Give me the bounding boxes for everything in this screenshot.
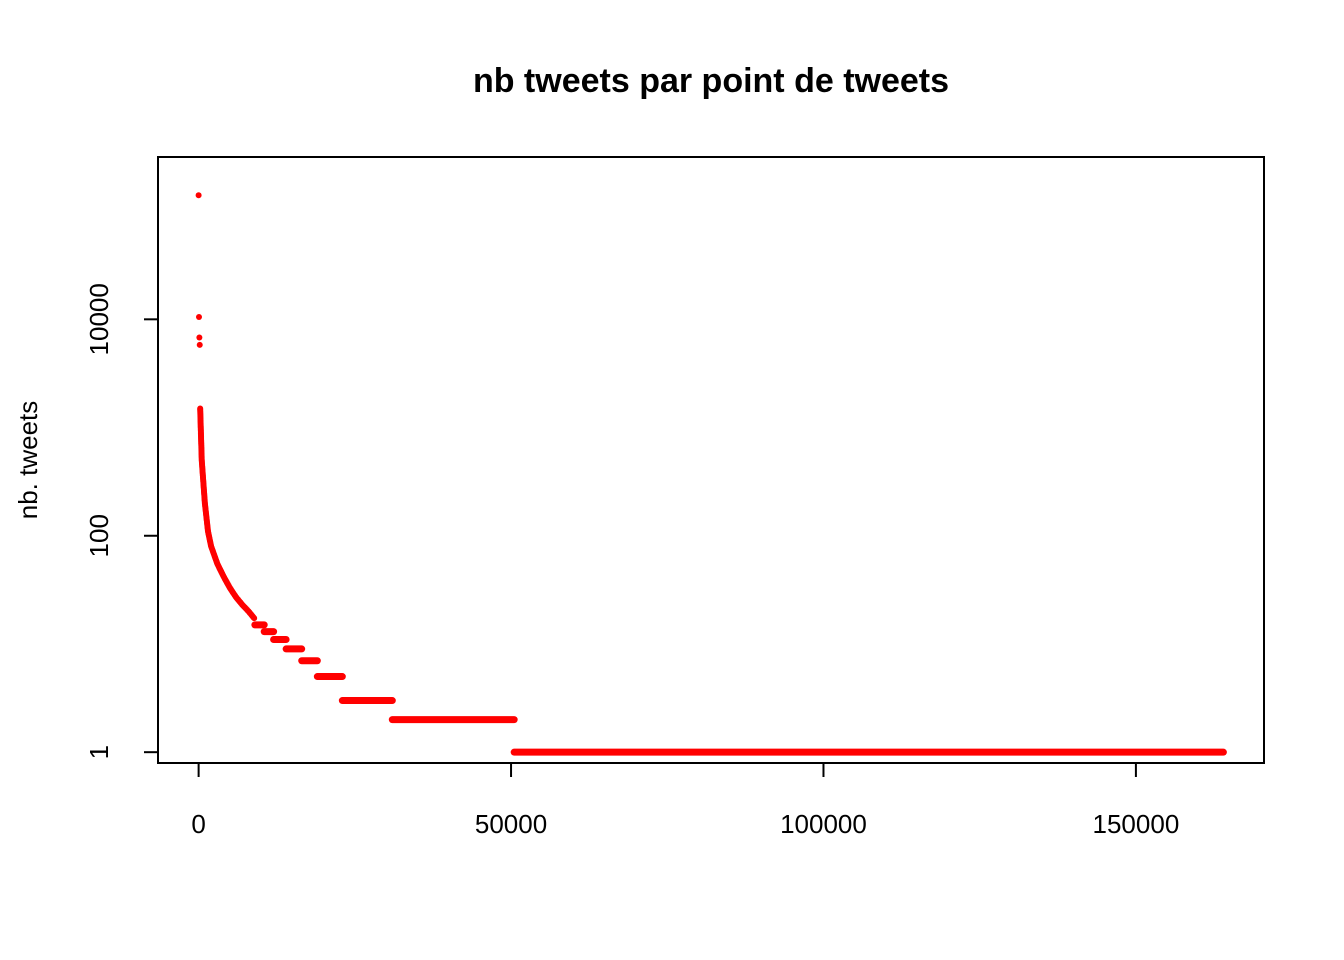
- y-axis: 1 100 10000: [84, 283, 159, 759]
- y-tick-label: 100: [84, 514, 114, 557]
- x-tick-label: 150000: [1093, 809, 1180, 839]
- x-tick-label: 100000: [780, 809, 867, 839]
- y-axis-title: nb. tweets: [13, 401, 43, 520]
- x-axis: 0 50000 100000 150000: [191, 762, 1180, 839]
- x-tick-label: 50000: [475, 809, 547, 839]
- data-point: [195, 314, 202, 321]
- y-tick-label: 10000: [84, 283, 114, 355]
- data-points: [195, 192, 1227, 756]
- plot-frame: [157, 156, 1265, 764]
- y-tick-label: 1: [84, 745, 114, 759]
- data-point: [195, 192, 202, 199]
- data-point: [196, 334, 203, 341]
- x-tick-label: 0: [191, 809, 205, 839]
- data-point: [251, 615, 258, 622]
- chart-title: nb tweets par point de tweets: [473, 62, 949, 100]
- data-point: [196, 341, 203, 348]
